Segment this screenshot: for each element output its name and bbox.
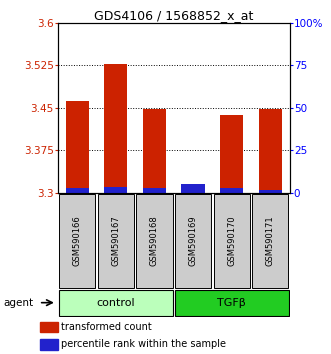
Text: control: control [97, 298, 135, 308]
FancyBboxPatch shape [59, 290, 173, 316]
Text: agent: agent [3, 298, 33, 308]
FancyBboxPatch shape [59, 194, 95, 287]
FancyBboxPatch shape [136, 194, 173, 287]
FancyBboxPatch shape [175, 194, 211, 287]
Bar [66, 188, 89, 193]
FancyBboxPatch shape [252, 194, 288, 287]
Bar [220, 115, 243, 193]
FancyBboxPatch shape [98, 194, 134, 287]
Bar [259, 189, 282, 193]
Bar [220, 188, 243, 193]
FancyBboxPatch shape [213, 194, 250, 287]
Text: transformed count: transformed count [61, 322, 152, 332]
Bar [143, 188, 166, 193]
Bar [66, 101, 89, 193]
Text: GSM590168: GSM590168 [150, 215, 159, 266]
Text: GSM590171: GSM590171 [266, 215, 275, 266]
Bar [40, 322, 58, 332]
Bar [104, 64, 127, 193]
Text: TGFβ: TGFβ [217, 298, 246, 308]
Text: GSM590169: GSM590169 [189, 215, 198, 266]
FancyBboxPatch shape [174, 290, 289, 316]
Title: GDS4106 / 1568852_x_at: GDS4106 / 1568852_x_at [94, 9, 254, 22]
Text: GSM590170: GSM590170 [227, 215, 236, 266]
Bar [181, 192, 205, 193]
Bar [181, 184, 205, 193]
Bar [40, 339, 58, 349]
Text: GSM590167: GSM590167 [111, 215, 120, 266]
Text: GSM590166: GSM590166 [73, 215, 82, 266]
Bar [143, 109, 166, 193]
Bar [259, 109, 282, 193]
Bar [104, 187, 127, 193]
Text: percentile rank within the sample: percentile rank within the sample [61, 339, 226, 349]
